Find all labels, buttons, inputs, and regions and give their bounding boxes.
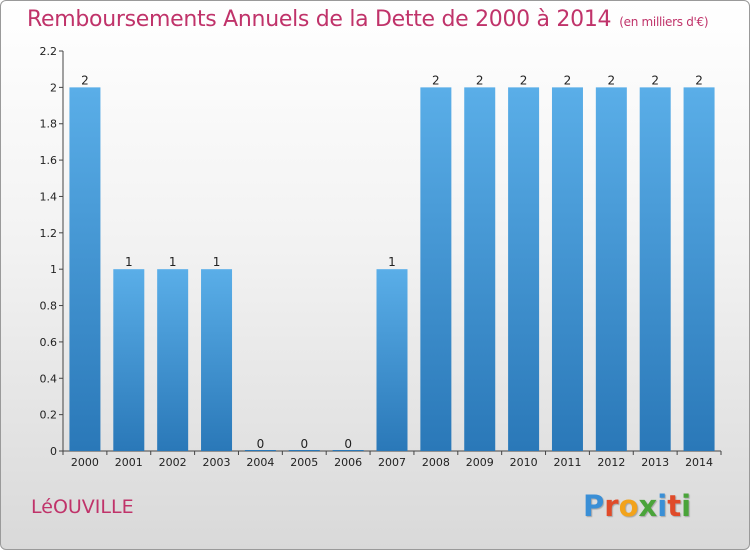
logo-letter: i <box>681 489 692 523</box>
logo-letter: i <box>657 489 668 523</box>
bar <box>201 269 233 451</box>
y-tick-label: 0.6 <box>40 336 58 349</box>
bar <box>288 450 320 451</box>
chart-title-text: Remboursements Annuels de la Dette de 20… <box>27 7 612 32</box>
logo-letter: r <box>604 489 619 523</box>
x-tick-label: 2010 <box>510 456 538 469</box>
y-tick-label: 1.2 <box>40 227 58 240</box>
bar-value-label: 1 <box>125 255 133 269</box>
chart-bars: 2 1 1 1 0 0 0 1 2 2 2 2 2 2 2 <box>69 73 715 451</box>
x-tick-label: 2008 <box>422 456 450 469</box>
bar <box>113 269 145 451</box>
x-tick-label: 2013 <box>641 456 669 469</box>
bar-value-label: 2 <box>608 73 616 87</box>
x-tick-label: 2001 <box>115 456 143 469</box>
x-tick-label: 2004 <box>246 456 274 469</box>
x-tick-label: 2003 <box>203 456 231 469</box>
bar-value-label: 1 <box>169 255 177 269</box>
bar <box>244 450 276 451</box>
x-tick-label: 2005 <box>290 456 318 469</box>
bar-value-label: 2 <box>651 73 659 87</box>
y-tick-label: 1 <box>50 263 57 276</box>
x-tick-label: 2007 <box>378 456 406 469</box>
bar <box>551 87 583 451</box>
bar <box>464 87 496 451</box>
y-tick-label: 0 <box>50 445 57 458</box>
logo-letter: x <box>638 489 658 523</box>
bar-value-label: 0 <box>257 437 265 451</box>
chart-title: Remboursements Annuels de la Dette de 20… <box>27 7 709 32</box>
x-tick-label: 2014 <box>685 456 713 469</box>
logo-letter: t <box>667 489 682 523</box>
bar-value-label: 2 <box>695 73 703 87</box>
bar <box>508 87 540 451</box>
y-tick-label: 2.2 <box>40 45 58 58</box>
bar <box>69 87 101 451</box>
bar-value-label: 0 <box>344 437 352 451</box>
y-tick-label: 0.2 <box>40 409 58 422</box>
bar-value-label: 2 <box>476 73 484 87</box>
x-tick-label: 2012 <box>597 456 625 469</box>
bar <box>376 269 408 451</box>
bar-value-label: 1 <box>213 255 221 269</box>
bar-value-label: 0 <box>300 437 308 451</box>
y-tick-label: 1.8 <box>40 118 58 131</box>
logo-letter: P <box>583 489 605 523</box>
proxiti-logo: Proxiti <box>583 489 691 523</box>
y-tick-label: 1.6 <box>40 154 58 167</box>
bar-value-label: 2 <box>432 73 440 87</box>
x-tick-label: 2009 <box>466 456 494 469</box>
chart-unit-label: (en milliers d'€) <box>619 15 709 29</box>
y-tick-label: 1.4 <box>40 190 58 203</box>
bar <box>595 87 627 451</box>
bar <box>332 450 364 451</box>
y-tick-label: 2 <box>50 81 57 94</box>
bar <box>683 87 715 451</box>
y-tick-label: 0.8 <box>40 300 58 313</box>
bar-value-label: 1 <box>388 255 396 269</box>
x-tick-label: 2011 <box>553 456 581 469</box>
bar-value-label: 2 <box>564 73 572 87</box>
bar-value-label: 2 <box>81 73 89 87</box>
x-tick-label: 2000 <box>71 456 99 469</box>
y-tick-label: 0.4 <box>40 372 58 385</box>
x-tick-label: 2006 <box>334 456 362 469</box>
commune-name: LéOUVILLE <box>31 496 134 518</box>
bar-value-label: 2 <box>520 73 528 87</box>
bar <box>639 87 671 451</box>
bar <box>157 269 189 451</box>
logo-letter: o <box>618 489 639 523</box>
x-tick-label: 2002 <box>159 456 187 469</box>
bar <box>420 87 452 451</box>
